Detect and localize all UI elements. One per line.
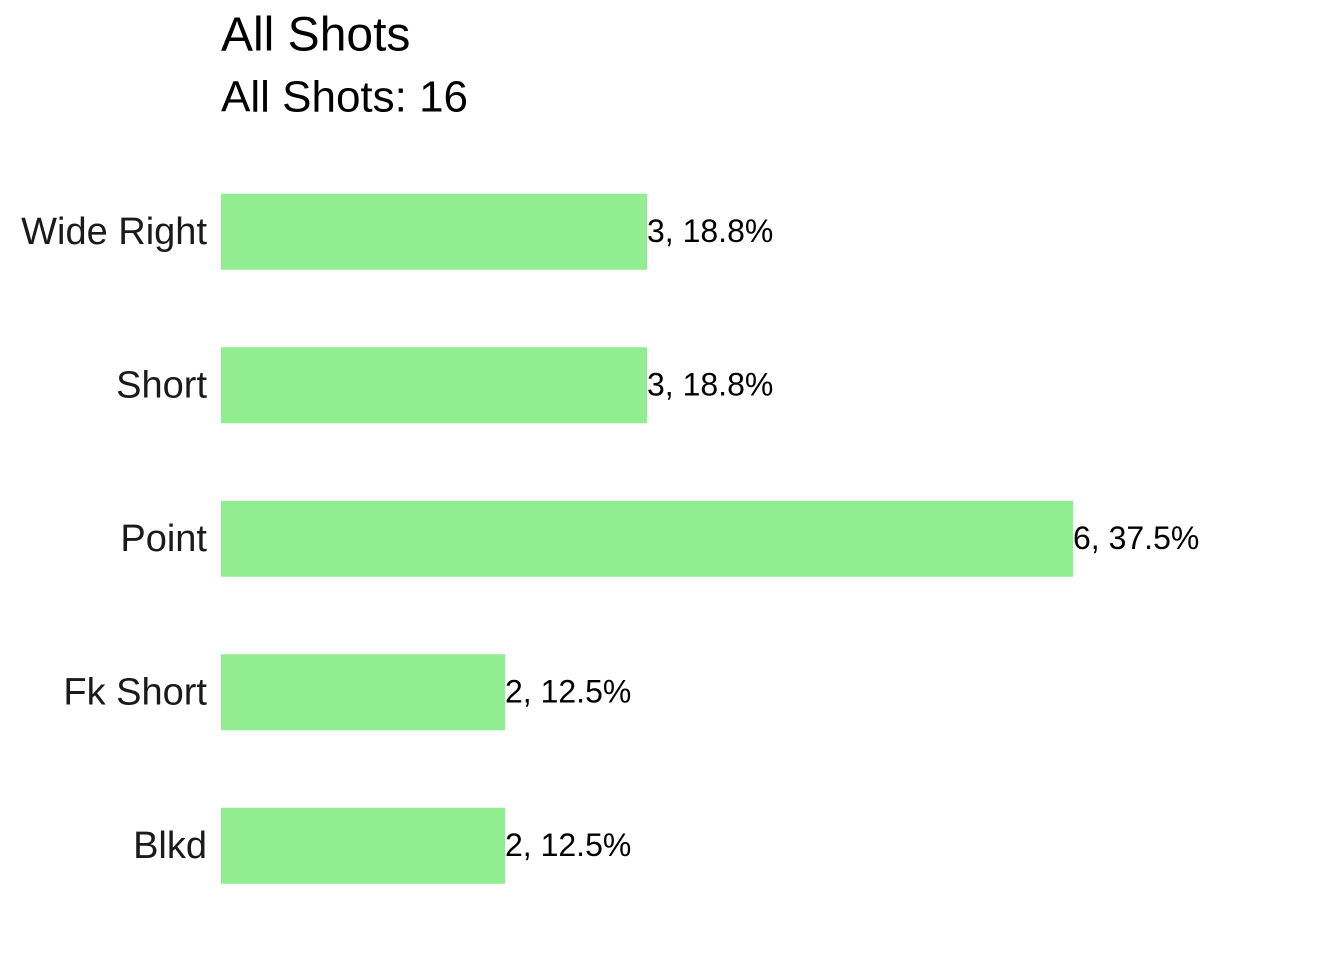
value-label: 3, 18.8% <box>647 367 773 403</box>
value-label: 3, 18.8% <box>647 213 773 249</box>
y-tick-label: Point <box>120 518 207 560</box>
value-label: 6, 37.5% <box>1073 520 1199 556</box>
y-tick-label: Blkd <box>133 825 207 867</box>
bar <box>221 193 647 270</box>
chart-title: All Shots <box>221 9 410 62</box>
bar <box>221 807 505 884</box>
chart-subtitle: All Shots: 16 <box>221 73 468 122</box>
y-tick-label: Fk Short <box>63 671 207 713</box>
y-tick-label: Short <box>116 364 207 406</box>
y-tick-label: Wide Right <box>21 211 207 253</box>
bar <box>221 347 647 424</box>
value-label: 2, 12.5% <box>505 674 631 710</box>
bar <box>221 654 505 731</box>
bar <box>221 500 1073 577</box>
value-label: 2, 12.5% <box>505 827 631 863</box>
